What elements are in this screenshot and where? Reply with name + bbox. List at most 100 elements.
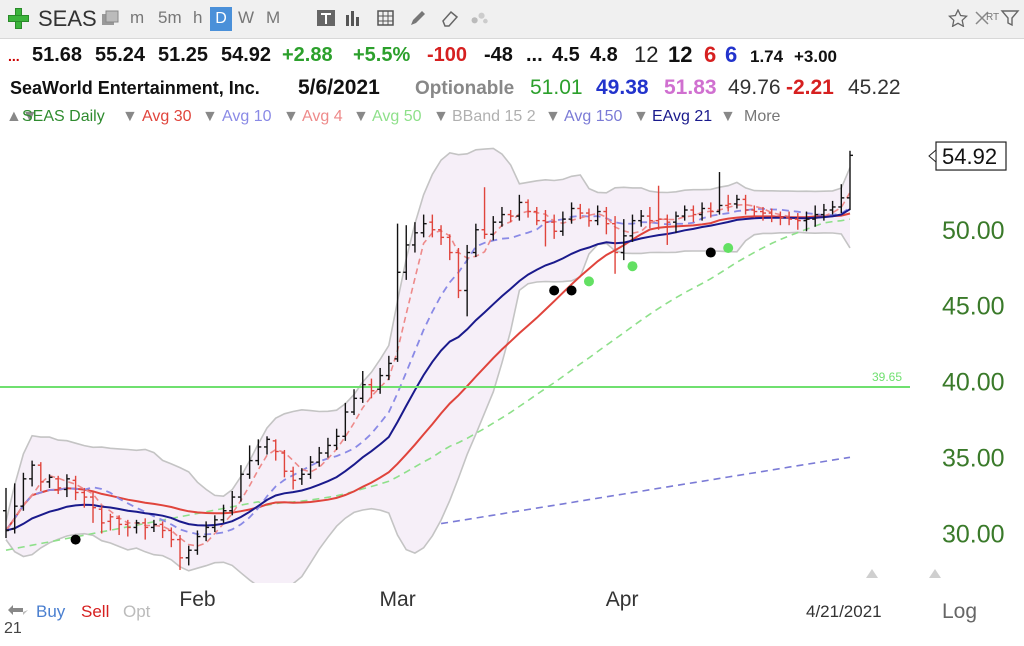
price-bar [264,436,271,455]
info-row: SeaWorld Entertainment, Inc. 5/6/2021 Op… [0,73,1024,103]
price-bar [72,475,79,501]
pencil-icon[interactable] [408,9,428,27]
price-bar [690,205,697,223]
interval-d[interactable]: D [210,7,232,31]
ma-4-line [5,192,851,547]
chevron-down-icon[interactable]: ▼ [353,108,369,125]
sell-button[interactable]: Sell [81,602,110,621]
ma-50-line [5,218,851,551]
grid-icon[interactable] [376,9,396,27]
plus-icon[interactable] [8,8,29,29]
price-bar [585,208,592,227]
price-bar [246,445,253,479]
price-bar [377,367,384,394]
scroll-arrows-icon[interactable] [6,603,30,617]
buy-button[interactable]: Buy [36,602,66,621]
price-bar [411,222,418,253]
price-bar [272,439,279,461]
legend-avg150[interactable]: Avg 150 [564,108,623,125]
quote-v8: 6 [725,42,738,67]
legend-avg10[interactable]: Avg 10 [222,108,272,125]
quote-v6: 12 [668,42,693,67]
price-bar [420,214,427,238]
chevron-down-icon[interactable]: ▼ [433,108,449,125]
chevron-down-icon[interactable]: ▼ [202,108,218,125]
funnel-icon[interactable] [1000,9,1020,27]
legend-seas-daily[interactable]: SEAS Daily [22,108,105,125]
signal-marker [705,247,716,258]
interval-5m[interactable]: 5m [158,8,182,27]
bar-chart-icon[interactable] [344,9,364,27]
info-p6: 45.22 [848,76,901,99]
eraser-icon[interactable] [440,9,460,27]
legend-avg4[interactable]: Avg 4 [302,108,343,125]
x-tick-label: Mar [379,588,416,611]
price-bar [551,214,558,239]
price-bar [577,203,584,220]
y-tick-label: 40.00 [942,369,1005,397]
price-bar [359,371,366,403]
quote-v1: -100 [427,44,468,66]
price-bar [385,355,392,381]
copy-icon[interactable] [100,9,120,27]
legend-more[interactable]: More [744,108,781,125]
legend-bband[interactable]: BBand 15 2 [452,108,536,125]
price-bar [211,515,218,532]
bband-upper [5,147,851,522]
price-bar [751,205,758,218]
dots-icon[interactable] [470,9,490,27]
price-bar [820,203,827,221]
price-bar [255,439,262,466]
interval-w[interactable]: W [238,8,255,27]
interval-h[interactable]: h [193,8,203,27]
y-tick-label: 45.00 [942,293,1005,321]
y-tick-label: 30.00 [942,521,1005,549]
price-bar [185,545,192,566]
price-bar [803,211,810,232]
legend-avg30[interactable]: Avg 30 [142,108,192,125]
corner-label: 21 [4,620,22,637]
price-bar [220,504,227,523]
rt-label: RT [986,12,1000,23]
price-bar [63,474,70,498]
symbol-input[interactable]: SEAS [38,6,97,31]
scroll-up-arrow[interactable] [866,569,878,578]
price-bar [612,216,619,274]
quote-change: +2.88 [282,44,333,66]
chevron-down-icon[interactable]: ▼ [720,108,736,125]
info-p1: 51.01 [530,76,583,99]
chart-date-label: 4/21/2021 [806,602,882,621]
price-bar [333,428,340,450]
legend-eavg21[interactable]: EAvg 21 [652,108,713,125]
price-bar [229,490,236,516]
quote-close: 54.92 [221,44,272,66]
chevron-down-icon[interactable]: ▼ [283,108,299,125]
chevron-down-icon[interactable]: ▼ [633,108,649,125]
last-price-pointer [928,148,937,164]
legend-avg50[interactable]: Avg 50 [372,108,422,125]
support-line: 39.65 [0,370,910,388]
price-chart[interactable]: 39.65 30.00 35.00 40.00 45.00 50.00 54.92 [0,128,1024,583]
log-scale-toggle[interactable]: Log [942,600,978,623]
price-bar [794,213,801,230]
chevron-down-icon[interactable]: ▼ [122,108,138,125]
text-tool-icon[interactable] [316,9,336,27]
scroll-right-arrow[interactable] [929,569,941,578]
price-bar [847,150,853,211]
signal-marker [549,285,560,296]
bband-fill [6,148,850,583]
interval-m[interactable]: m [130,8,145,27]
quote-v5: 12 [634,42,659,67]
toolbar: SEAS m 5m h D W M RT [0,0,1024,39]
price-bar [542,210,549,247]
opt-button[interactable]: Opt [123,602,151,621]
price-bar [699,202,706,221]
price-bar [838,184,845,214]
quote-date: 5/6/2021 [298,76,380,99]
interval-mo[interactable]: M [266,8,281,27]
chevron-down-icon[interactable]: ▼ [545,108,561,125]
settings-icon[interactable] [972,9,992,27]
star-icon[interactable] [948,9,968,27]
quote-v7: 6 [704,42,717,67]
price-bar [298,468,305,485]
